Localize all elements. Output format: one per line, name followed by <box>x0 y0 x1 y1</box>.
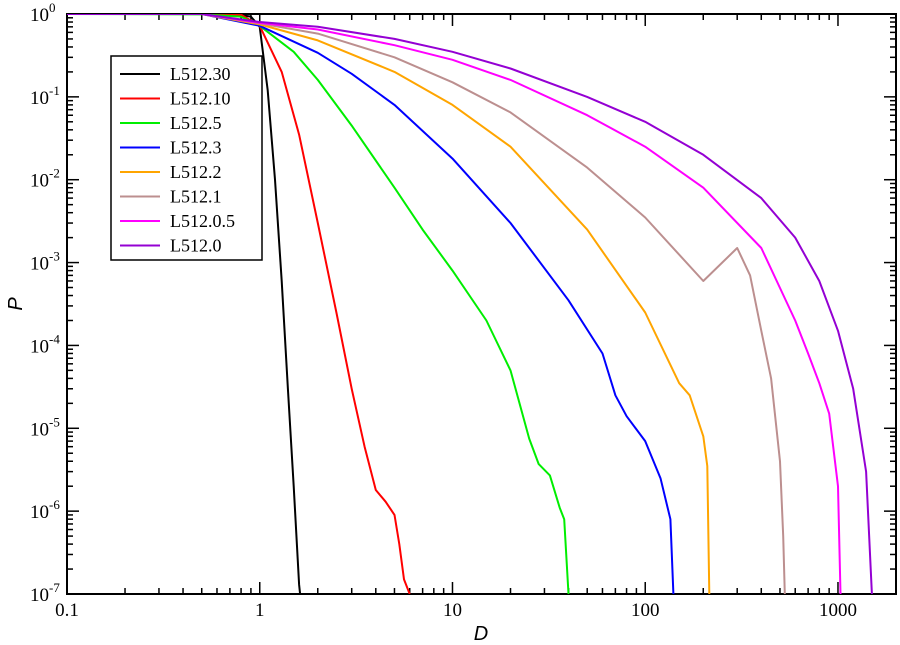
x-tick-label: 10 <box>443 600 462 621</box>
y-tick-exponent: -5 <box>49 414 60 429</box>
y-tick-exponent: 0 <box>49 0 56 15</box>
tick-labels: 0.1 1 10 100 100010010-110-210-310-410-510-6… <box>30 0 857 621</box>
legend-label: L512.2 <box>170 162 222 182</box>
y-tick-label: 10-1 <box>30 83 60 109</box>
series-line-l512-1 <box>67 14 786 594</box>
y-tick-label: 10-3 <box>30 249 60 275</box>
y-tick-label: 100 <box>30 0 56 26</box>
x-tick-label: 0.1 <box>55 600 79 621</box>
y-tick-exponent: -2 <box>49 166 60 181</box>
y-tick-label: 10-2 <box>30 166 60 192</box>
y-tick-base: 10 <box>30 336 49 357</box>
y-tick-base: 10 <box>30 171 49 192</box>
x-axis-label: D <box>474 623 488 645</box>
y-tick-base: 10 <box>30 585 49 606</box>
legend-label: L512.30 <box>170 64 231 84</box>
x-tick-label: 1000 <box>819 600 857 621</box>
legend-label: L512.0.5 <box>170 211 235 231</box>
x-tick-label: 1 <box>255 600 265 621</box>
y-tick-label: 10-7 <box>30 580 60 606</box>
y-tick-base: 10 <box>30 88 49 109</box>
y-tick-label: 10-5 <box>30 414 60 440</box>
series-line-l512-3 <box>67 14 675 594</box>
y-tick-exponent: -4 <box>49 331 60 346</box>
y-tick-exponent: -1 <box>49 83 60 98</box>
series-line-l512-0-5 <box>67 14 842 594</box>
legend-label: L512.0 <box>170 236 222 256</box>
y-tick-exponent: -7 <box>49 580 60 595</box>
y-tick-exponent: -6 <box>49 497 60 512</box>
legend-box <box>110 55 263 261</box>
legend-label: L512.1 <box>170 187 222 207</box>
y-tick-base: 10 <box>30 5 49 26</box>
y-tick-label: 10-6 <box>30 497 60 523</box>
legend-label: L512.3 <box>170 138 222 158</box>
y-tick-base: 10 <box>30 502 49 523</box>
y-axis-label: P <box>5 297 27 311</box>
y-tick-label: 10-4 <box>30 331 60 357</box>
legend-label: L512.5 <box>170 113 222 133</box>
series-line-l512-2 <box>67 14 711 594</box>
legend: L512.30 L512.10 L512.5 L512.3 L512.2 L512.1 L5… <box>110 55 263 261</box>
series-line-l512-0 <box>67 14 873 594</box>
legend-label: L512.10 <box>170 89 231 109</box>
x-tick-label: 100 <box>631 600 660 621</box>
plot-frame <box>66 13 897 595</box>
y-tick-base: 10 <box>30 254 49 275</box>
series-lines <box>67 14 873 594</box>
y-tick-exponent: -3 <box>49 249 60 264</box>
y-tick-base: 10 <box>30 419 49 440</box>
